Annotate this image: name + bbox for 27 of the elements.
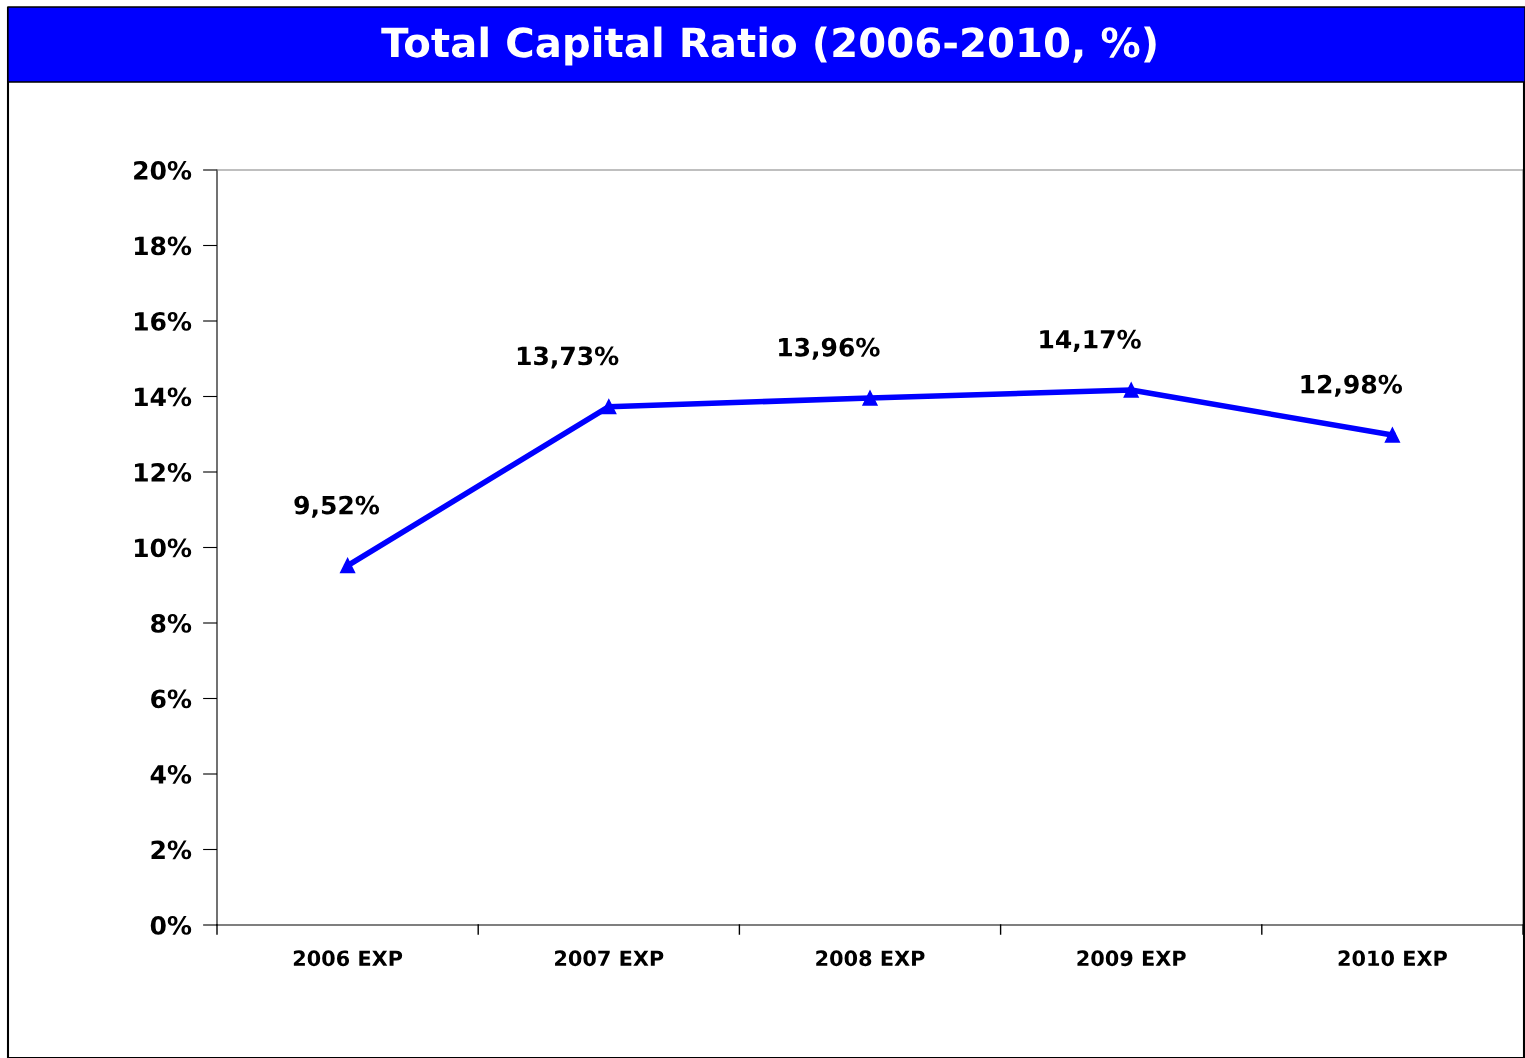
data-label: 9,52% [294,495,380,518]
chart-title: Total Capital Ratio (2006-2010, %) [381,26,1156,66]
point [1123,382,1139,398]
y-tick-label: 6% [151,689,192,709]
x-tick-label: 2008 EXP [816,950,925,967]
y-tick-label: 14% [134,387,192,407]
x-tick-label: 2010 EXP [1338,950,1447,967]
data-label: 12,98% [1301,374,1402,397]
y-tick-label: 8% [151,613,192,633]
x-tick-label: 2007 EXP [555,950,664,967]
point [601,399,617,415]
point [862,390,878,406]
x-tick-label: 2006 EXP [293,950,403,967]
x-tick-label: 2009 EXP [1077,950,1186,967]
data-label: 13,73% [517,346,619,369]
y-tick-label: 2% [151,840,192,860]
data-label: 13,96% [779,337,880,360]
y-tick-label: 4% [150,764,192,784]
y-tick-label: 12% [134,462,192,482]
y-tick-label: 0% [150,915,192,935]
point [1384,427,1401,443]
point [339,557,356,574]
data-label: 14,17% [1040,329,1141,352]
y-tick-label: 18% [134,236,192,256]
y-tick-label: 20% [134,160,192,180]
y-tick-label: 10% [134,538,192,558]
y-tick-label: 16% [134,311,192,331]
